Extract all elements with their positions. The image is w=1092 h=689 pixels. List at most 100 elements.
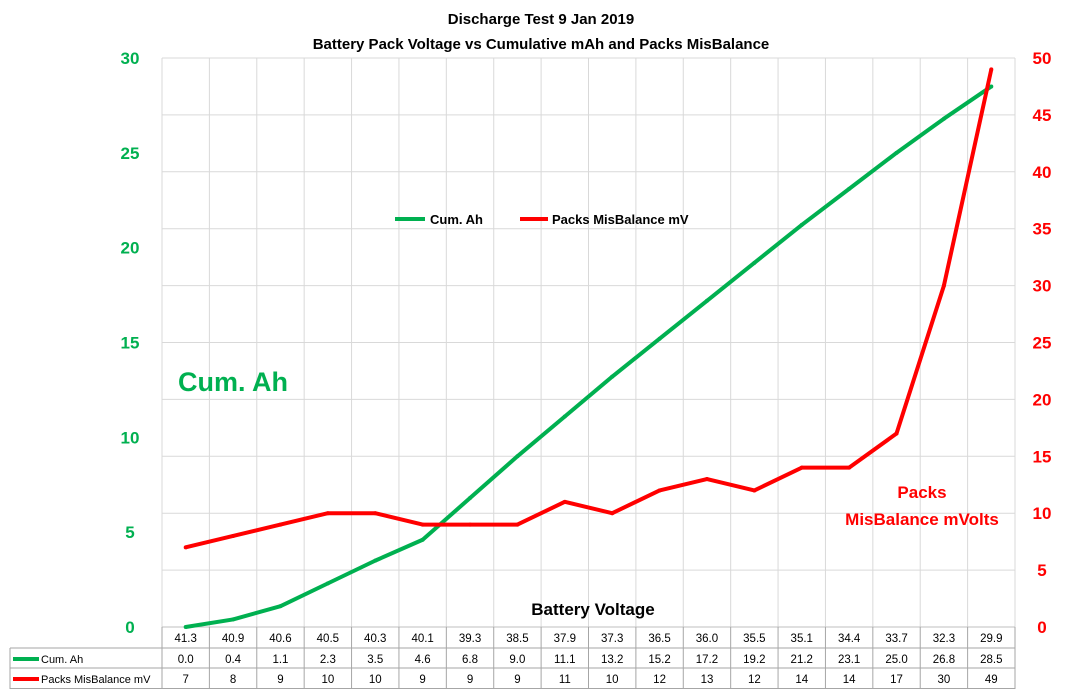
x-category-label: 36.5 xyxy=(648,633,670,645)
data-point xyxy=(325,581,330,586)
table-cell: 10 xyxy=(321,674,334,686)
table-cell: 9 xyxy=(419,674,425,686)
data-point xyxy=(752,488,757,493)
x-category-label: 29.9 xyxy=(980,633,1002,645)
data-point xyxy=(657,336,662,341)
data-point xyxy=(941,116,946,121)
table-cell: 10 xyxy=(606,674,619,686)
table-cell: 10 xyxy=(369,674,382,686)
table-cell: 9 xyxy=(467,674,473,686)
x-category-label: 34.4 xyxy=(838,633,861,645)
table-cell: 23.1 xyxy=(838,654,860,666)
y-left-tick: 15 xyxy=(121,334,140,353)
y-right-tick: 10 xyxy=(1033,504,1052,523)
data-point xyxy=(799,222,804,227)
data-point xyxy=(183,625,188,629)
table-cell: 21.2 xyxy=(791,654,813,666)
table-cell: 3.5 xyxy=(367,654,383,666)
y-right-tick: 20 xyxy=(1033,390,1052,409)
x-category-label: 40.6 xyxy=(269,633,291,645)
annotation-cum-ah: Cum. Ah xyxy=(178,367,288,397)
data-point xyxy=(610,511,615,516)
data-point xyxy=(894,431,899,436)
x-category-label: 35.1 xyxy=(791,633,813,645)
data-point xyxy=(704,477,709,482)
data-point xyxy=(657,488,662,493)
table-cell: 11.1 xyxy=(554,654,576,666)
x-category-label: 32.3 xyxy=(933,633,955,645)
data-point xyxy=(847,465,852,470)
y-left-tick: 10 xyxy=(121,428,140,447)
table-cell: 12 xyxy=(748,674,761,686)
table-cell: 17.2 xyxy=(696,654,718,666)
table-cell: 0.4 xyxy=(225,654,242,666)
y-left-tick: 25 xyxy=(121,144,140,163)
table-cell: 0.0 xyxy=(178,654,194,666)
x-category-label: 40.9 xyxy=(222,633,244,645)
series-line-cum-ah xyxy=(185,84,993,629)
x-axis-title: Battery Voltage xyxy=(531,600,654,619)
table-cell: 26.8 xyxy=(933,654,955,666)
data-point xyxy=(894,150,899,155)
x-category-label: 40.3 xyxy=(364,633,386,645)
data-point xyxy=(231,617,236,622)
data-point xyxy=(278,522,283,527)
table-cell: 7 xyxy=(182,674,188,686)
x-category-label: 39.3 xyxy=(459,633,481,645)
table-cell: 15.2 xyxy=(648,654,670,666)
y-left-tick: 20 xyxy=(121,239,140,258)
data-point xyxy=(468,496,473,501)
y-right-tick: 25 xyxy=(1033,334,1052,353)
table-cell: 6.8 xyxy=(462,654,478,666)
y-left-tick: 5 xyxy=(125,523,134,542)
legend-label-misbalance: Packs MisBalance mV xyxy=(552,212,689,227)
x-category-label: 35.5 xyxy=(743,633,765,645)
x-category-label: 36.0 xyxy=(696,633,718,645)
table-cell: 14 xyxy=(843,674,856,686)
data-point xyxy=(231,533,236,538)
data-point xyxy=(420,522,425,527)
data-point xyxy=(562,499,567,504)
data-point xyxy=(468,522,473,527)
data-point xyxy=(610,374,615,379)
table-cell: 4.6 xyxy=(415,654,431,666)
data-point xyxy=(847,186,852,191)
y-right-tick: 15 xyxy=(1033,447,1052,466)
data-point xyxy=(325,511,330,516)
data-point xyxy=(373,558,378,563)
y-left-tick: 0 xyxy=(125,618,134,637)
table-cell: 28.5 xyxy=(980,654,1002,666)
y-right-tick: 50 xyxy=(1033,49,1052,68)
y-right-tick: 45 xyxy=(1033,106,1052,125)
y-right-tick: 30 xyxy=(1033,277,1052,296)
table-cell: 30 xyxy=(938,674,951,686)
x-category-label: 33.7 xyxy=(885,633,907,645)
y-right-tick: 35 xyxy=(1033,220,1052,239)
x-category-label: 37.3 xyxy=(601,633,623,645)
table-cell: 1.1 xyxy=(272,654,288,666)
y-right-tick: 5 xyxy=(1037,561,1046,580)
table-cell: 9.0 xyxy=(509,654,525,666)
data-point xyxy=(515,522,520,527)
y-left-tick: 30 xyxy=(121,49,140,68)
table-cell: 9 xyxy=(277,674,283,686)
data-point xyxy=(704,298,709,303)
table-cell: 17 xyxy=(890,674,903,686)
data-point xyxy=(278,604,283,609)
data-point xyxy=(515,454,520,459)
annotation-misbalance: MisBalance mVolts xyxy=(845,510,999,529)
chart-subtitle: Battery Pack Voltage vs Cumulative mAh a… xyxy=(313,36,770,53)
data-point xyxy=(799,465,804,470)
data-point xyxy=(752,260,757,265)
x-category-label: 41.3 xyxy=(174,633,196,645)
data-point xyxy=(562,414,567,419)
series-line-misbalance xyxy=(185,68,994,550)
table-cell: 11 xyxy=(559,674,571,686)
data-point xyxy=(420,537,425,542)
table-cell: 13.2 xyxy=(601,654,623,666)
data-point xyxy=(989,67,994,72)
y-right-tick: 40 xyxy=(1033,163,1052,182)
x-category-label: 38.5 xyxy=(506,633,528,645)
table-cell: 12 xyxy=(653,674,666,686)
